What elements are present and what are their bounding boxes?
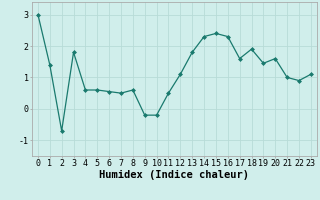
X-axis label: Humidex (Indice chaleur): Humidex (Indice chaleur) xyxy=(100,170,249,180)
